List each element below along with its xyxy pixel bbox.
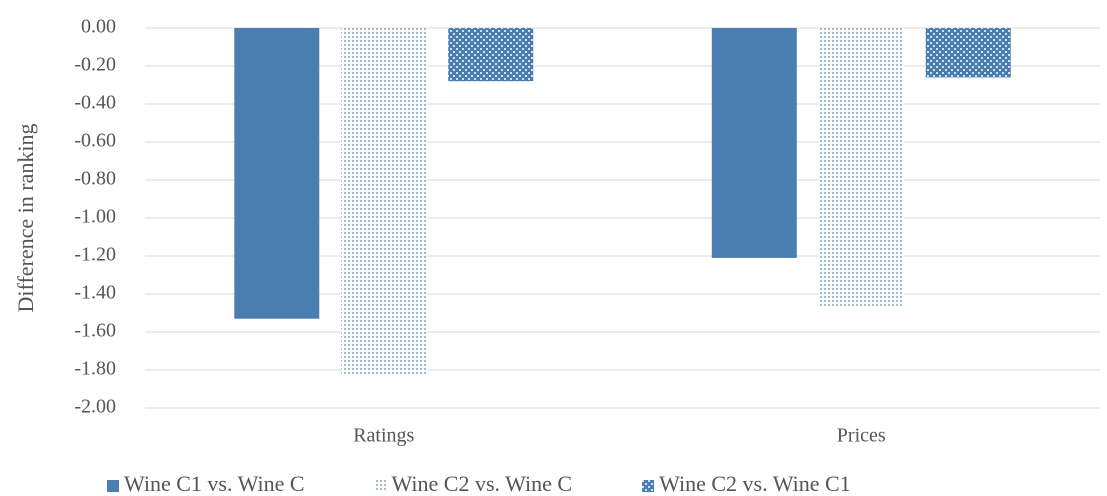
bar: [448, 28, 534, 82]
y-tick-label: -0.40: [74, 92, 116, 114]
y-tick-label: -1.60: [74, 320, 116, 342]
y-tick-label: -0.60: [74, 130, 116, 152]
bar: [341, 28, 427, 376]
y-axis-title: Difference in ranking: [13, 124, 38, 313]
y-tick-label: -1.20: [74, 244, 116, 266]
legend-swatch: [374, 480, 387, 492]
x-tick-label: Ratings: [353, 425, 414, 447]
legend-label: Wine C2 vs. Wine C1: [659, 471, 851, 496]
y-tick-label: -2.00: [74, 396, 116, 418]
bar: [925, 28, 1011, 78]
y-tick-label: -0.20: [74, 54, 116, 76]
y-tick-label: 0.00: [81, 16, 116, 38]
legend-swatch: [107, 480, 119, 492]
y-tick-label: -1.00: [74, 206, 116, 228]
bar: [818, 28, 904, 308]
legend-label: Wine C2 vs. Wine C: [392, 471, 573, 496]
bar: [711, 28, 797, 258]
bar: [234, 28, 320, 319]
legend-swatch: [642, 480, 655, 492]
y-tick-label: -0.80: [74, 168, 116, 190]
y-tick-label: -1.40: [74, 282, 116, 304]
legend-label: Wine C1 vs. Wine C: [124, 471, 305, 496]
y-tick-label: -1.80: [74, 358, 116, 380]
x-tick-label: Prices: [837, 425, 886, 447]
